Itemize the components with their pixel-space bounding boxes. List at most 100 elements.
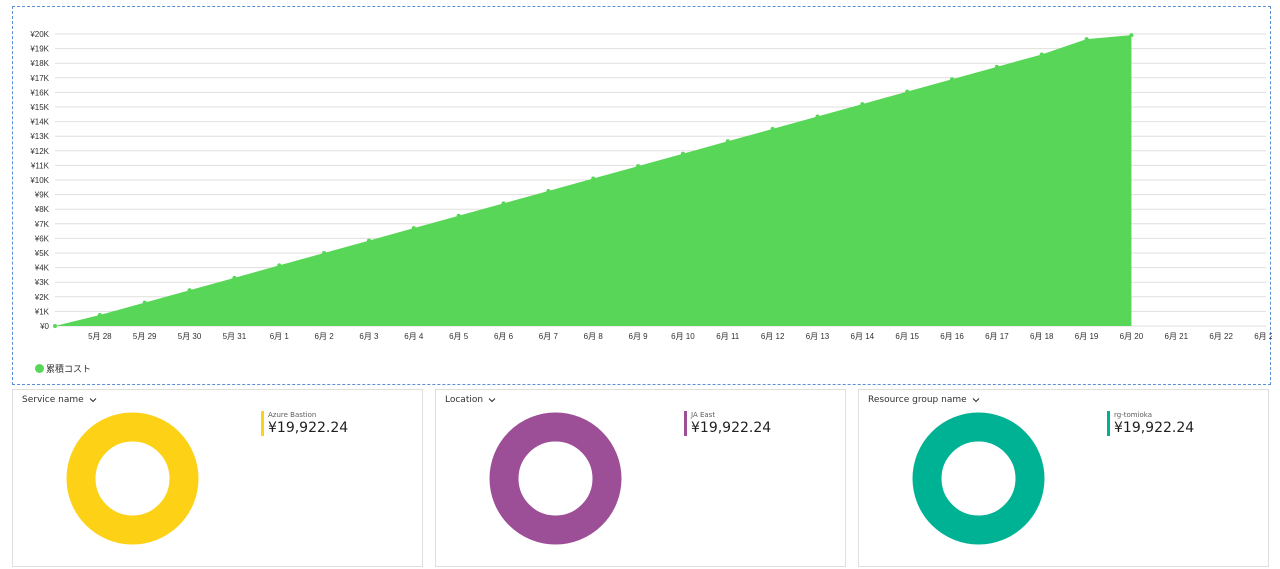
data-point[interactable] [1129,33,1134,38]
resource-group-dropdown[interactable]: Resource group name [868,395,981,405]
donut-legend[interactable]: rg-tomioka ¥19,922.24 [1107,411,1194,437]
donut-slice-azure-bastion[interactable] [66,412,199,545]
x-tick-label: 6月 23 [1254,332,1272,341]
x-tick-label: 6月 7 [539,332,559,341]
data-point[interactable] [187,288,192,293]
card-header-label: Service name [22,395,84,405]
donut-legend[interactable]: Azure Bastion ¥19,922.24 [261,411,348,437]
y-tick-label: ¥5K [34,249,50,258]
legend-color-bar [1107,411,1110,436]
x-tick-label: 5月 30 [178,332,202,341]
x-tick-label: 5月 28 [88,332,112,341]
data-point[interactable] [456,213,461,218]
x-tick-label: 6月 13 [806,332,830,341]
service-name-donut[interactable] [65,411,200,546]
service-name-dropdown[interactable]: Service name [22,395,98,405]
data-point[interactable] [411,226,416,231]
x-tick-label: 6月 8 [584,332,604,341]
y-tick-label: ¥10K [29,176,49,185]
card-header-label: Resource group name [868,395,967,405]
chevron-down-icon [89,398,97,403]
data-point[interactable] [905,89,910,94]
data-point[interactable] [322,251,327,255]
x-tick-label: 6月 3 [359,332,379,341]
donut-legend[interactable]: JA East ¥19,922.24 [684,411,771,437]
data-point[interactable] [770,126,775,131]
y-tick-label: ¥19K [29,45,49,54]
legend-item-name: rg-tomioka [1114,411,1153,419]
data-point[interactable] [591,176,596,181]
data-point[interactable] [232,275,237,280]
x-tick-label: 6月 17 [985,332,1009,341]
x-tick-label: 5月 29 [133,332,157,341]
location-dropdown[interactable]: Location [445,395,497,405]
data-point[interactable] [680,151,685,156]
resource-group-donut[interactable] [911,411,1046,546]
y-tick-label: ¥3K [34,278,50,287]
data-point[interactable] [501,201,506,206]
data-point[interactable] [277,263,282,268]
service-name-card: Service name Azure Bastion ¥19,922.24 [12,389,423,567]
legend-color-bar [261,411,264,436]
x-tick-label: 5月 31 [223,332,247,341]
location-card: Location JA East ¥19,922.24 [435,389,846,567]
data-point[interactable] [994,64,999,69]
x-tick-label: 6月 18 [1030,332,1054,341]
chevron-down-icon [972,398,980,403]
donut-slice-rg-tomioka[interactable] [912,412,1045,545]
y-tick-label: ¥18K [29,59,49,68]
legend-item-value: ¥19,922.24 [268,420,349,436]
chart-legend[interactable]: 累積コスト [35,362,91,375]
y-tick-label: ¥16K [29,88,49,97]
legend-item-name: Azure Bastion [268,411,317,419]
x-tick-label: 6月 9 [629,332,649,341]
donut-slice-ja-east[interactable] [489,412,622,545]
data-point[interactable] [950,77,955,82]
legend-item-value: ¥19,922.24 [1114,420,1195,436]
data-point[interactable] [97,313,102,318]
y-tick-label: ¥12K [29,147,49,156]
x-tick-label: 6月 1 [270,332,290,341]
y-tick-label: ¥13K [29,132,49,141]
y-tick-label: ¥7K [34,220,50,229]
x-tick-label: 6月 22 [1209,332,1233,341]
x-tick-label: 6月 10 [671,332,695,341]
y-tick-label: ¥2K [34,293,50,302]
data-point[interactable] [1084,37,1089,42]
x-tick-label: 6月 4 [404,332,424,341]
x-tick-label: 6月 5 [449,332,469,341]
data-point[interactable] [53,324,57,328]
y-tick-label: ¥11K [30,161,50,170]
data-point[interactable] [860,102,865,107]
x-tick-label: 6月 19 [1075,332,1099,341]
legend-color-bar [684,411,687,436]
legend-item-value: ¥19,922.24 [691,420,772,436]
data-point[interactable] [636,164,641,169]
x-tick-label: 6月 20 [1120,332,1144,341]
x-tick-label: 6月 21 [1165,332,1189,341]
y-tick-label: ¥9K [34,191,50,200]
location-donut[interactable] [488,411,623,546]
y-tick-label: ¥20K [29,30,49,39]
data-point[interactable] [1039,52,1044,57]
x-tick-label: 6月 16 [940,332,964,341]
y-tick-label: ¥4K [34,264,50,273]
data-point[interactable] [546,188,551,193]
x-tick-label: 6月 6 [494,332,514,341]
y-tick-label: ¥0 [39,322,49,331]
legend-color-dot [35,364,44,373]
x-tick-label: 6月 11 [716,332,740,341]
data-point[interactable] [725,139,730,144]
x-tick-label: 6月 2 [315,332,335,341]
x-tick-label: 6月 14 [851,332,875,341]
y-tick-label: ¥15K [29,103,49,112]
x-tick-label: 6月 15 [895,332,919,341]
data-point[interactable] [366,238,371,243]
data-point[interactable] [815,114,820,119]
y-tick-label: ¥8K [34,205,50,214]
y-tick-label: ¥17K [29,74,49,83]
legend-item-name: JA East [691,411,716,419]
data-point[interactable] [142,300,147,305]
y-tick-label: ¥1K [34,307,50,316]
x-tick-label: 6月 12 [761,332,785,341]
